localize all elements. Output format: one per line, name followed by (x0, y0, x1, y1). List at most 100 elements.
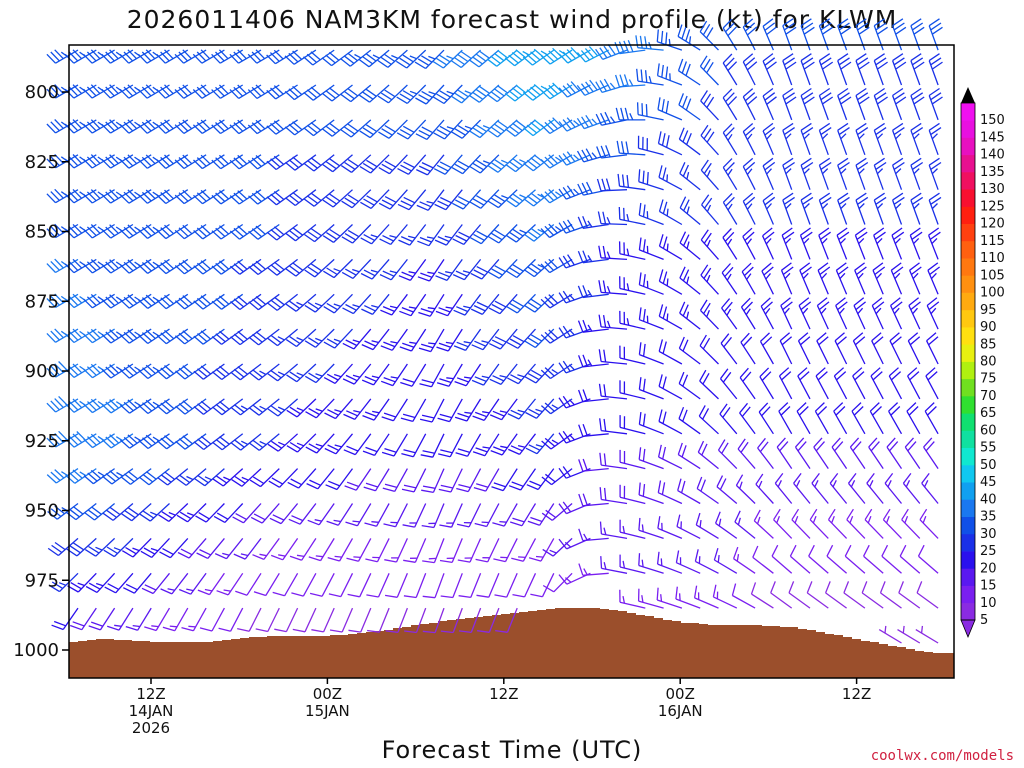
wind-barb (891, 122, 905, 156)
wind-barb (453, 328, 482, 352)
wind-barb (578, 493, 609, 507)
wind-barb (403, 573, 427, 599)
wind-barb (891, 18, 907, 51)
wind-barb (285, 189, 317, 207)
wind-barb (540, 154, 573, 169)
wind-barb (181, 607, 207, 632)
colorbar-label: 80 (980, 355, 997, 370)
wind-barb (525, 433, 555, 455)
wind-barb (656, 587, 683, 609)
wind-barb (721, 263, 738, 295)
wind-barb (402, 503, 427, 528)
wind-barb (886, 437, 903, 469)
wind-barb (834, 332, 848, 365)
wind-barb (542, 572, 573, 593)
wind-barb (65, 502, 97, 521)
wind-barb (818, 122, 832, 156)
wind-barb (507, 398, 537, 420)
wind-barb (578, 563, 609, 576)
wind-barb (699, 20, 719, 51)
wind-barb (928, 18, 943, 51)
wind-barb (436, 328, 463, 352)
wind-barb (248, 433, 280, 451)
wind-barb (434, 224, 463, 246)
wind-barb (599, 452, 628, 470)
wind-barb (694, 549, 719, 574)
wind-barb (88, 607, 116, 631)
wind-barb (237, 607, 262, 632)
wind-barb (818, 157, 832, 190)
wind-barb (818, 53, 834, 86)
wind-barb (928, 53, 943, 86)
wind-barb (863, 544, 884, 574)
wind-barb (418, 328, 445, 353)
wind-barb (558, 466, 591, 479)
wind-barb (714, 511, 738, 539)
wind-barb (835, 262, 849, 295)
wind-barb (340, 49, 372, 67)
wind-barb (800, 18, 815, 51)
wind-barb (341, 258, 372, 279)
wind-barb (437, 398, 463, 423)
wind-barb (816, 332, 829, 365)
wind-barb (699, 299, 719, 330)
wind-barb (658, 234, 683, 260)
wind-barb (471, 363, 500, 386)
wind-barb (739, 367, 756, 400)
wind-barb (679, 231, 701, 260)
wind-barb (780, 297, 793, 330)
wind-barb (558, 395, 591, 409)
wind-barb (701, 194, 719, 225)
wind-barb (194, 468, 225, 487)
wind-barb (679, 266, 701, 295)
wind-barb (322, 224, 353, 243)
wind-barb (231, 468, 262, 487)
wind-barb (677, 24, 701, 51)
wind-barb (325, 468, 354, 491)
wind-barb (285, 223, 317, 242)
wind-barb (618, 241, 646, 261)
wind-barb (871, 332, 884, 365)
wind-barb (675, 586, 701, 609)
wind-barb (505, 258, 536, 279)
wind-barb (458, 607, 482, 634)
wind-barb (852, 367, 866, 400)
wind-barb (902, 473, 921, 504)
wind-barb (813, 437, 829, 469)
wind-barb (360, 258, 390, 280)
wind-barb (868, 437, 884, 469)
wind-barb (599, 487, 628, 505)
wind-barb (797, 332, 811, 365)
wind-barb (826, 544, 848, 574)
wind-barb (378, 119, 408, 139)
colorbar-swatch (961, 120, 975, 138)
wind-barb (678, 371, 701, 400)
wind-barb (864, 508, 884, 539)
wind-barb (285, 328, 317, 348)
wind-barb (762, 192, 776, 225)
wind-barb (380, 328, 408, 351)
wind-barb (678, 93, 701, 121)
wind-barb (157, 468, 189, 486)
wind-barb (342, 328, 372, 350)
wind-barb (679, 162, 701, 191)
wind-barb (307, 503, 335, 526)
colorbar-label: 70 (980, 389, 997, 404)
wind-barb (657, 444, 683, 470)
wind-barb (326, 503, 354, 526)
wind-barb (677, 478, 701, 505)
wind-barb (778, 367, 793, 400)
wind-barb (51, 607, 79, 631)
wind-barb (923, 437, 939, 469)
wind-barb (266, 223, 298, 241)
wind-barb (321, 84, 353, 102)
wind-barb (84, 537, 116, 557)
wind-barb (678, 336, 701, 365)
colorbar-label: 30 (980, 527, 997, 542)
wind-barb (578, 423, 609, 437)
wind-barb (248, 398, 280, 416)
wind-barb (287, 468, 317, 489)
wind-barb (396, 84, 427, 104)
colorbar-label: 55 (980, 441, 997, 456)
wind-barb (598, 245, 628, 261)
